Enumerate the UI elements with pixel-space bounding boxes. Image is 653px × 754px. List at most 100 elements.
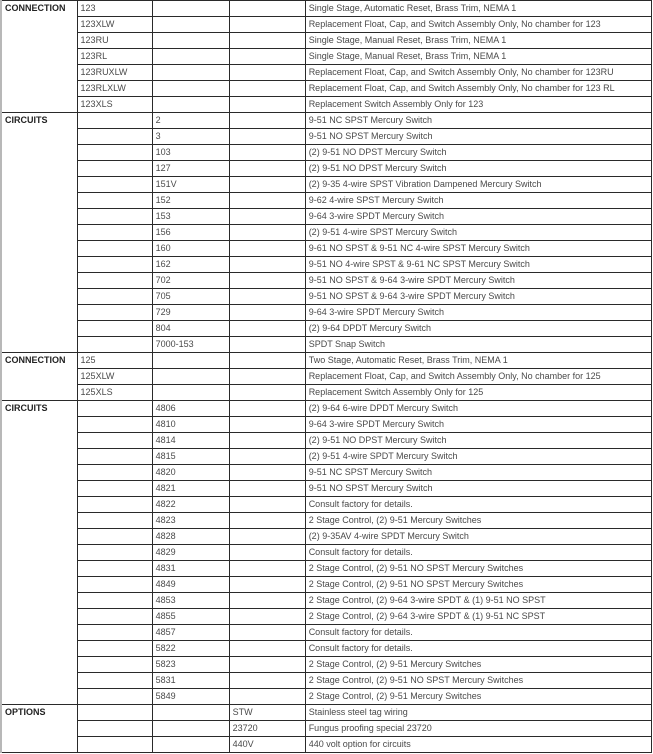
option-code-cell <box>228 640 306 657</box>
model-code-cell <box>76 160 153 177</box>
table-row: 5831 2 Stage Control, (2) 9-51 NO SPST Me… <box>1 672 653 689</box>
option-code-cell <box>228 240 306 257</box>
circuit-code-cell: 702 <box>151 272 230 289</box>
option-code-cell <box>228 80 306 97</box>
circuit-code-cell <box>151 0 230 17</box>
circuit-code-cell: 5849 <box>151 688 230 705</box>
option-code-cell <box>228 304 306 321</box>
option-code-cell <box>228 256 306 273</box>
description-cell: 2 Stage Control, (2) 9-51 NO SPST Mercur… <box>304 672 653 689</box>
description-cell: (2) 9-64 6-wire DPDT Mercury Switch <box>304 400 653 417</box>
model-code-cell <box>76 672 153 689</box>
circuit-code-cell: 4815 <box>151 448 230 465</box>
table-row: 729 9-64 3-wire SPDT Mercury Switch <box>1 304 653 321</box>
circuit-code-cell <box>151 96 230 113</box>
model-code-cell <box>76 464 153 481</box>
option-code-cell <box>228 400 306 417</box>
description-cell: (2) 9-51 NO DPST Mercury Switch <box>304 432 653 449</box>
model-code-cell: 123RL <box>76 48 153 65</box>
description-cell: 9-64 3-wire SPDT Mercury Switch <box>304 208 653 225</box>
description-cell: 9-51 NO 4-wire SPST & 9-61 NC SPST Mercu… <box>304 256 653 273</box>
option-code-cell <box>228 528 306 545</box>
description-cell: Fungus proofing special 23720 <box>304 720 653 737</box>
model-code-cell <box>76 144 153 161</box>
circuit-code-cell: 4821 <box>151 480 230 497</box>
description-cell: Replacement Float, Cap, and Switch Assem… <box>304 80 653 97</box>
table-row: 23720 Fungus proofing special 23720 <box>1 720 653 737</box>
option-code-cell: 440V <box>228 736 306 753</box>
option-code-cell <box>228 144 306 161</box>
model-code-cell <box>76 496 153 513</box>
model-code-cell <box>76 304 153 321</box>
table-row: 4857 Consult factory for details. <box>1 624 653 641</box>
option-code-cell <box>228 624 306 641</box>
table-row: OPTIONS STW Stainless steel tag wiring <box>1 704 653 753</box>
description-cell: Stainless steel tag wiring <box>304 704 653 721</box>
circuit-code-cell: 5822 <box>151 640 230 657</box>
description-cell: (2) 9-35 4-wire SPST Vibration Dampened … <box>304 176 653 193</box>
circuit-code-cell: 4806 <box>151 400 230 417</box>
description-cell: 9-51 NO SPST & 9-64 3-wire SPDT Mercury … <box>304 288 653 305</box>
option-code-cell: STW <box>228 704 306 721</box>
description-cell: Consult factory for details. <box>304 496 653 513</box>
model-code-cell <box>76 736 153 753</box>
option-code-cell <box>228 544 306 561</box>
table-row: 5849 2 Stage Control, (2) 9-51 Mercury Sw… <box>1 688 653 705</box>
circuit-code-cell: 151V <box>151 176 230 193</box>
table-row: 4829 Consult factory for details. <box>1 544 653 561</box>
model-code-cell <box>76 480 153 497</box>
model-code-cell <box>76 720 153 737</box>
table-row: 4849 2 Stage Control, (2) 9-51 NO SPST Me… <box>1 576 653 593</box>
table-row: CONNECTION 123 Single Stage, Automatic Res… <box>1 0 653 113</box>
circuit-code-cell: 103 <box>151 144 230 161</box>
description-cell: 9-62 4-wire SPST Mercury Switch <box>304 192 653 209</box>
circuit-code-cell <box>151 16 230 33</box>
description-cell: 9-51 NC SPST Mercury Switch <box>304 112 653 129</box>
description-cell: (2) 9-51 NO DPST Mercury Switch <box>304 160 653 177</box>
table-row: CONNECTION 125 Two Stage, Automatic Reset,… <box>1 352 653 401</box>
description-cell: 2 Stage Control, (2) 9-51 Mercury Switch… <box>304 656 653 673</box>
circuit-code-cell: 4814 <box>151 432 230 449</box>
table-row: 4810 9-64 3-wire SPDT Mercury Switch <box>1 416 653 433</box>
option-code-cell: 23720 <box>228 720 306 737</box>
circuit-code-cell: 4823 <box>151 512 230 529</box>
description-cell: 9-64 3-wire SPDT Mercury Switch <box>304 304 653 321</box>
circuit-code-cell <box>151 352 230 369</box>
table-row: 153 9-64 3-wire SPDT Mercury Switch <box>1 208 653 225</box>
description-cell: (2) 9-64 DPDT Mercury Switch <box>304 320 653 337</box>
option-code-cell <box>228 320 306 337</box>
section-label: CONNECTION <box>1 0 78 113</box>
option-code-cell <box>228 368 306 385</box>
model-code-cell <box>76 256 153 273</box>
model-code-cell: 123RLXLW <box>76 80 153 97</box>
circuit-code-cell: 160 <box>151 240 230 257</box>
circuit-code-cell: 4849 <box>151 576 230 593</box>
model-code-cell <box>76 272 153 289</box>
option-code-cell <box>228 128 306 145</box>
table-row: 4831 2 Stage Control, (2) 9-51 NO SPST Me… <box>1 560 653 577</box>
model-code-cell <box>76 656 153 673</box>
option-code-cell <box>228 192 306 209</box>
circuit-code-cell: 5831 <box>151 672 230 689</box>
model-code-cell <box>76 624 153 641</box>
description-cell: Replacement Float, Cap, and Switch Assem… <box>304 64 653 81</box>
table-row: 162 9-51 NO 4-wire SPST & 9-61 NC SPST Me… <box>1 256 653 273</box>
model-code-cell <box>76 448 153 465</box>
model-code-cell <box>76 192 153 209</box>
model-code-cell: 123XLS <box>76 96 153 113</box>
option-code-cell <box>228 32 306 49</box>
option-code-cell <box>228 0 306 17</box>
option-code-cell <box>228 608 306 625</box>
model-code-cell <box>76 176 153 193</box>
table-row: 123XLW Replacement Float, Cap, and Switch… <box>1 16 653 33</box>
table-row: 127 (2) 9-51 NO DPST Mercury Switch <box>1 160 653 177</box>
circuit-code-cell: 4820 <box>151 464 230 481</box>
table-row: 4820 9-51 NC SPST Mercury Switch <box>1 464 653 481</box>
description-cell: Consult factory for details. <box>304 544 653 561</box>
circuit-code-cell: 4853 <box>151 592 230 609</box>
circuit-code-cell: 4828 <box>151 528 230 545</box>
model-code-cell <box>76 640 153 657</box>
table-row: 125XLS Replacement Switch Assembly Only f… <box>1 384 653 401</box>
model-code-cell <box>76 400 153 417</box>
